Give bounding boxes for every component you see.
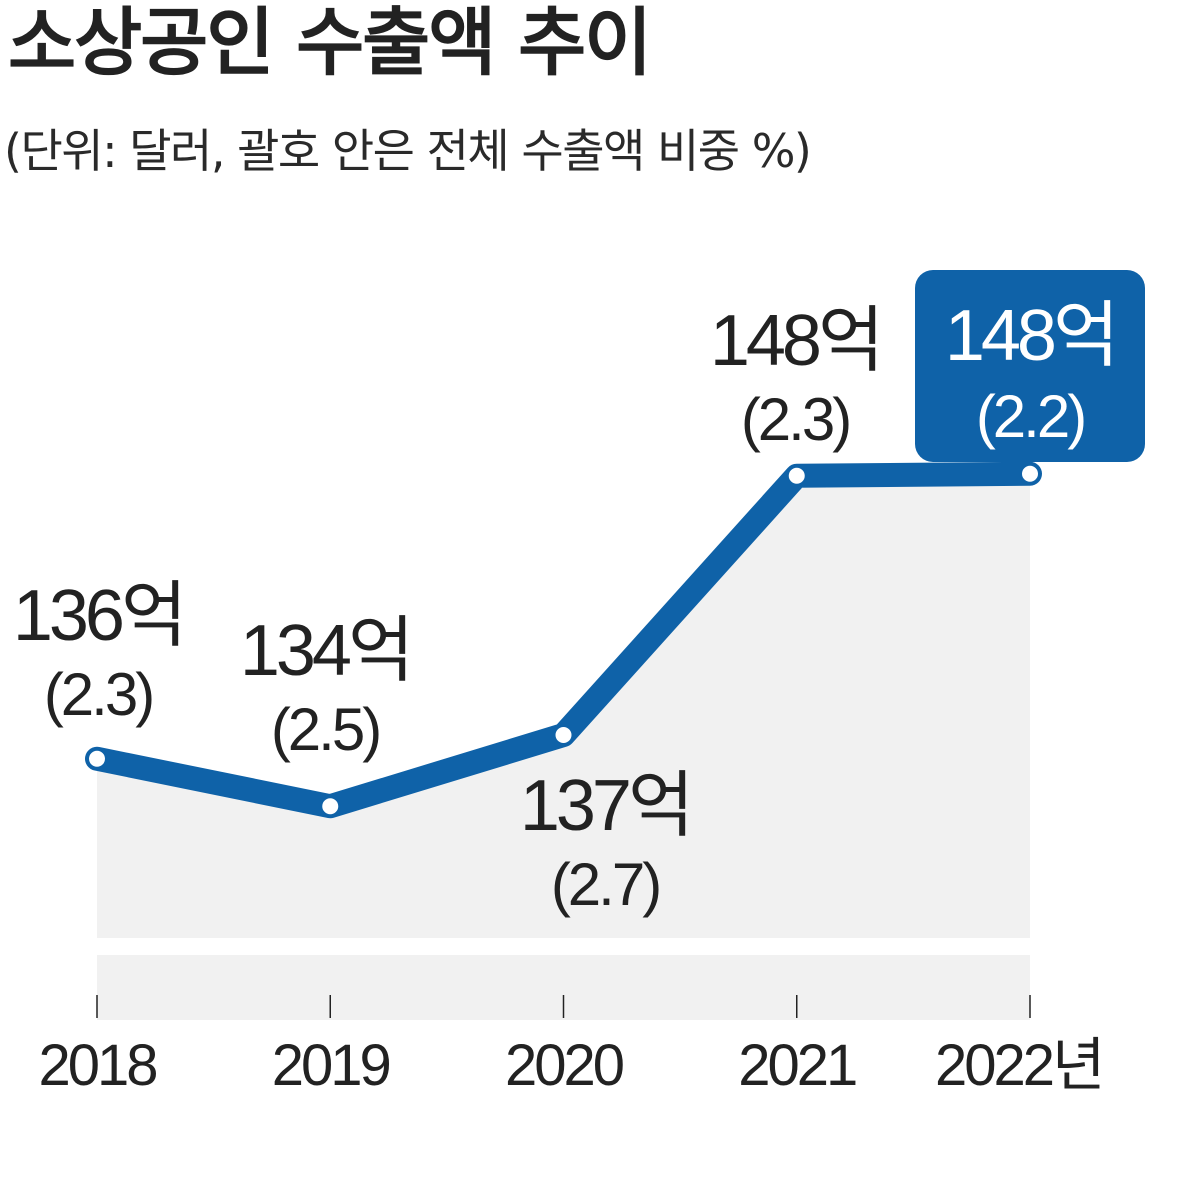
x-tick-label: 2018 (38, 1033, 156, 1098)
value-label: 136억 (13, 576, 183, 656)
value-label: 137억 (520, 766, 690, 846)
x-tick-label: 2020 (505, 1033, 623, 1098)
data-point (87, 748, 107, 769)
value-label: 148억 (710, 301, 880, 381)
share-label: (2.5) (271, 696, 379, 763)
value-label: 148억 (945, 296, 1115, 376)
value-label: 134억 (240, 611, 410, 691)
data-point (553, 725, 574, 745)
x-tick-label: 2022년 (935, 1033, 1102, 1098)
chart-subtitle: (단위: 달러, 괄호 안은 전체 수출액 비중 %) (4, 124, 812, 178)
share-label: (2.3) (44, 661, 152, 728)
share-label: (2.7) (551, 851, 659, 918)
data-point (1020, 463, 1040, 484)
share-label: (2.2) (976, 383, 1084, 450)
x-tick-label: 2021 (738, 1033, 856, 1098)
area-fill (97, 473, 1030, 938)
highlight-box (915, 270, 1145, 462)
data-point (320, 796, 341, 817)
data-point (786, 465, 807, 486)
share-label: (2.3) (741, 386, 849, 453)
x-tick-label: 2019 (272, 1033, 390, 1098)
chart-title: 소상공인 수출액 추이 (8, 0, 652, 86)
